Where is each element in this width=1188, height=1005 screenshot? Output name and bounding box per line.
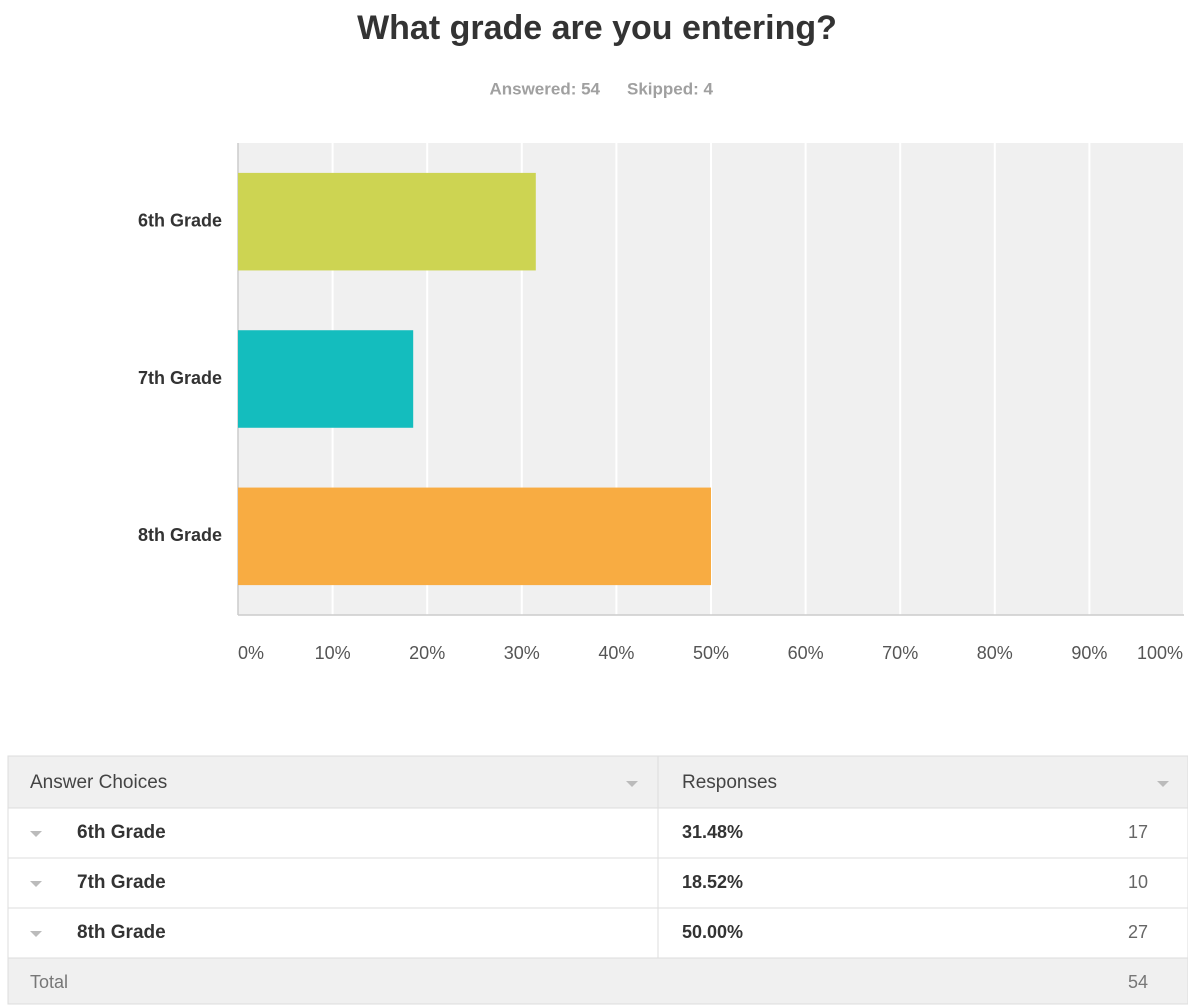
chart-title: What grade are you entering? bbox=[357, 9, 837, 47]
y-tick-label: 6th Grade bbox=[138, 210, 222, 230]
table-row bbox=[7, 807, 1188, 859]
x-tick-label: 90% bbox=[1071, 643, 1107, 663]
table-row bbox=[7, 907, 1188, 959]
x-tick-label: 60% bbox=[788, 643, 824, 663]
response-count: 27 bbox=[1128, 922, 1148, 942]
row-expand bbox=[30, 831, 42, 837]
column-header: Answer Choices bbox=[30, 772, 167, 793]
column-header: Responses bbox=[682, 772, 777, 793]
sort-toggle bbox=[1157, 781, 1169, 787]
x-tick-label: 40% bbox=[598, 643, 634, 663]
answer-label: 8th Grade bbox=[77, 922, 166, 943]
bar bbox=[238, 487, 711, 586]
x-tick-label: 0% bbox=[238, 643, 264, 663]
x-tick-label: 70% bbox=[882, 643, 918, 663]
y-tick-label: 8th Grade bbox=[138, 525, 222, 545]
response-count: 10 bbox=[1128, 872, 1148, 892]
response-count: 17 bbox=[1128, 822, 1148, 842]
y-tick-label: 7th Grade bbox=[138, 368, 222, 388]
x-tick-label: 50% bbox=[693, 643, 729, 663]
total-value: 54 bbox=[1128, 972, 1148, 992]
answered-count: Answered: 54 bbox=[489, 79, 600, 98]
total-label: Total bbox=[30, 972, 68, 992]
answer-label: 7th Grade bbox=[77, 872, 166, 893]
answer-label: 6th Grade bbox=[77, 822, 166, 843]
table-header bbox=[7, 755, 1188, 809]
x-tick-label: 100% bbox=[1137, 643, 1183, 663]
table-total bbox=[7, 957, 1188, 1005]
bar bbox=[238, 172, 536, 271]
row-expand bbox=[30, 881, 42, 887]
response-percent: 31.48% bbox=[682, 822, 743, 842]
skipped-count: Skipped: 4 bbox=[627, 79, 714, 98]
x-tick-label: 10% bbox=[315, 643, 351, 663]
x-tick-label: 80% bbox=[977, 643, 1013, 663]
response-percent: 50.00% bbox=[682, 922, 743, 942]
response-percent: 18.52% bbox=[682, 872, 743, 892]
bar bbox=[238, 330, 414, 428]
table-row bbox=[7, 857, 1188, 909]
row-expand bbox=[30, 931, 42, 937]
x-tick-label: 30% bbox=[504, 643, 540, 663]
x-tick-label: 20% bbox=[409, 643, 445, 663]
sort-toggle bbox=[626, 781, 638, 787]
